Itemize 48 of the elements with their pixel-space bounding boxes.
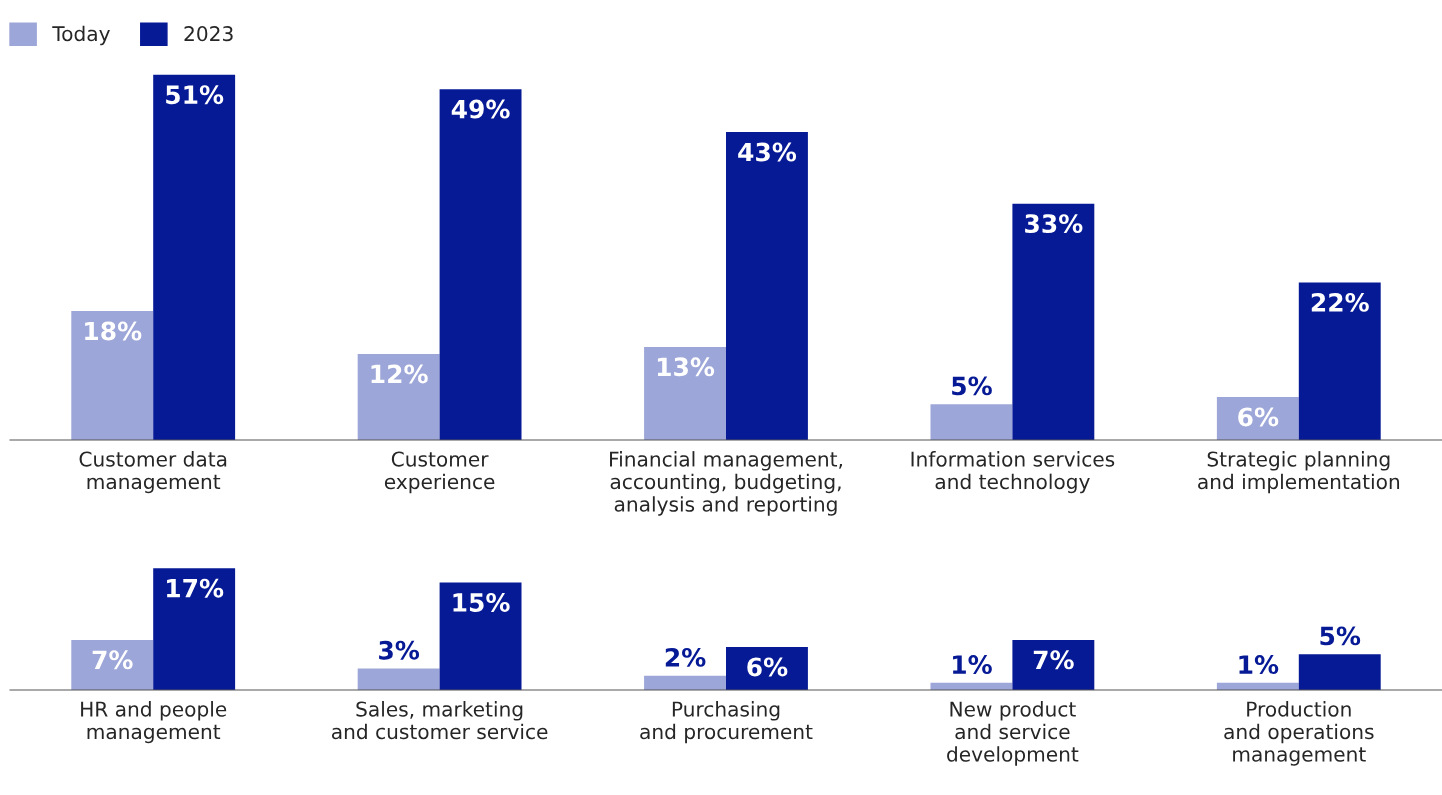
bar [71,639,154,690]
bar [726,132,808,440]
x-tick-label: Production and operations management [1224,701,1374,766]
bar [439,89,522,440]
x-tick-label: HR and people management [81,701,227,744]
data-label: 12% [371,364,428,384]
data-label: 15% [453,593,510,612]
bar [644,346,726,440]
data-label: 13% [657,357,715,377]
data-label: 33% [1025,214,1083,234]
bar [1298,282,1381,440]
data-label: 6% [1238,407,1279,427]
bar [1298,654,1381,690]
data-label: 2% [665,647,706,667]
data-label: 51% [166,85,224,105]
data-label: 7% [92,650,133,670]
x-tick-label: Information services and technology [911,451,1115,494]
x-tick-label: Sales, marketing and customer service [331,701,548,740]
data-label: 49% [451,99,510,119]
data-label: 6% [747,657,788,677]
x-tick-label: Purchasing and procurement [640,701,813,744]
x-tick-label: New product and service development [947,701,1079,766]
bar [357,354,440,440]
bar [930,404,1013,440]
legend-label: Today [52,25,110,46]
data-label: 7% [1033,650,1074,670]
x-tick-label: Financial management, accounting, budgeting, analysis and reporting [610,451,842,516]
bar [71,311,154,440]
data-label: 17% [167,578,224,598]
data-label: 5% [952,376,992,396]
bar [1012,639,1095,690]
bar [644,675,726,690]
legend-label: 2023 [184,26,233,42]
bar [1012,203,1095,440]
data-label: 22% [1311,292,1369,312]
data-label: 1% [1239,655,1279,674]
x-tick-label: Customer experience [384,451,495,494]
data-label: 43% [738,142,797,162]
bar [439,582,522,690]
data-label: 3% [379,640,420,660]
x-tick-label: Customer data management [79,451,227,494]
x-tick-label: Strategic planning and implementation [1198,451,1400,494]
bar [357,668,440,690]
data-label: 5% [1320,626,1361,646]
bar [153,74,236,440]
bar [153,568,236,690]
data-label: 18% [85,321,142,341]
data-label: 1% [953,655,992,674]
